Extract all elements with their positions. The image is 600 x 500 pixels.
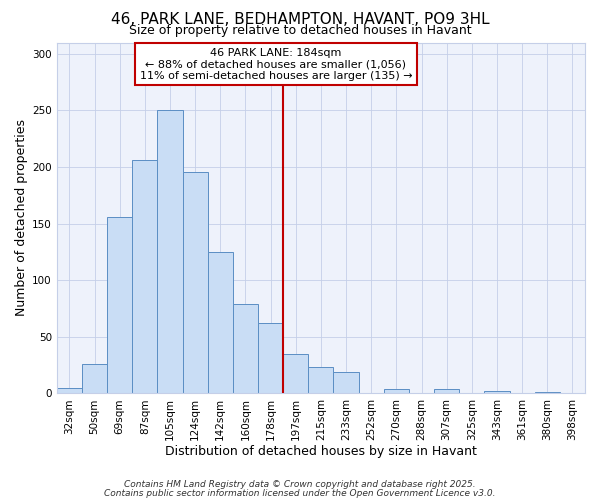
- X-axis label: Distribution of detached houses by size in Havant: Distribution of detached houses by size …: [165, 444, 477, 458]
- Bar: [233, 304, 258, 394]
- Bar: [57, 388, 82, 394]
- Bar: [308, 368, 334, 394]
- Bar: [82, 364, 107, 394]
- Bar: [132, 160, 157, 394]
- Bar: [208, 252, 233, 394]
- Text: Contains HM Land Registry data © Crown copyright and database right 2025.: Contains HM Land Registry data © Crown c…: [124, 480, 476, 489]
- Bar: [258, 323, 283, 394]
- Bar: [157, 110, 182, 394]
- Text: 46, PARK LANE, BEDHAMPTON, HAVANT, PO9 3HL: 46, PARK LANE, BEDHAMPTON, HAVANT, PO9 3…: [110, 12, 490, 28]
- Text: 46 PARK LANE: 184sqm
← 88% of detached houses are smaller (1,056)
11% of semi-de: 46 PARK LANE: 184sqm ← 88% of detached h…: [140, 48, 412, 81]
- Text: Size of property relative to detached houses in Havant: Size of property relative to detached ho…: [128, 24, 472, 37]
- Bar: [384, 389, 409, 394]
- Text: Contains public sector information licensed under the Open Government Licence v3: Contains public sector information licen…: [104, 488, 496, 498]
- Bar: [107, 217, 132, 394]
- Bar: [535, 392, 560, 394]
- Bar: [334, 372, 359, 394]
- Bar: [484, 391, 509, 394]
- Bar: [182, 172, 208, 394]
- Bar: [283, 354, 308, 394]
- Y-axis label: Number of detached properties: Number of detached properties: [15, 120, 28, 316]
- Bar: [434, 389, 459, 394]
